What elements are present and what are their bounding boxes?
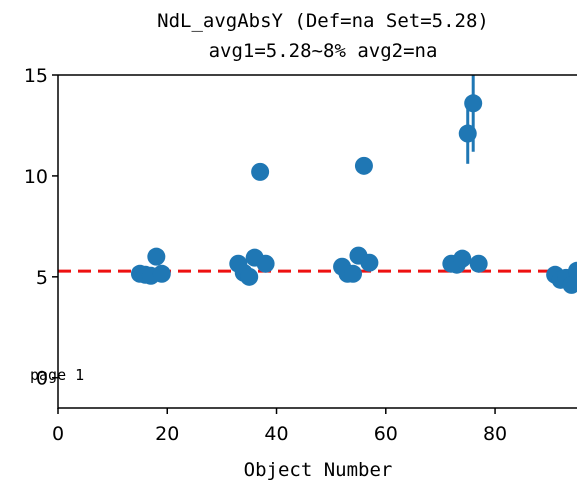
data-point-21 — [464, 94, 483, 113]
data-point-20 — [458, 124, 477, 143]
page-annotation: page 1 — [30, 366, 84, 384]
x-axis-label: Object Number — [244, 459, 393, 481]
data-point-27 — [568, 261, 577, 280]
data-point-9 — [251, 162, 270, 181]
y-tick-label-0: 0 — [36, 368, 48, 390]
data-points — [130, 94, 577, 294]
data-point-26 — [562, 275, 577, 294]
data-point-10 — [256, 254, 275, 273]
data-point-3 — [147, 247, 166, 266]
data-point-19 — [453, 249, 472, 268]
data-point-15 — [354, 156, 373, 175]
data-point-7 — [240, 267, 259, 286]
x-tick-label-0: 0 — [52, 423, 64, 445]
plot-area — [58, 75, 577, 294]
y-tick-label-5: 5 — [36, 267, 48, 289]
x-tick-label-60: 60 — [374, 423, 398, 445]
data-point-16 — [360, 253, 379, 272]
chart-title-line2: avg1=5.28~8% avg2=na — [209, 40, 438, 62]
chart-title-line1: NdL_avgAbsY (Def=na Set=5.28) — [157, 10, 489, 32]
y-tick-label-10: 10 — [24, 166, 48, 188]
data-point-22 — [469, 254, 488, 273]
x-tick-label-40: 40 — [264, 423, 288, 445]
x-tick-label-20: 20 — [155, 423, 179, 445]
data-point-13 — [344, 264, 363, 283]
x-tick-label-80: 80 — [483, 423, 507, 445]
x-axis-ticks: 0 20 40 60 80 — [52, 408, 507, 445]
data-point-4 — [152, 264, 171, 283]
y-tick-label-15: 15 — [24, 65, 48, 87]
y-axis-ticks: 0 5 10 15 — [24, 65, 58, 390]
